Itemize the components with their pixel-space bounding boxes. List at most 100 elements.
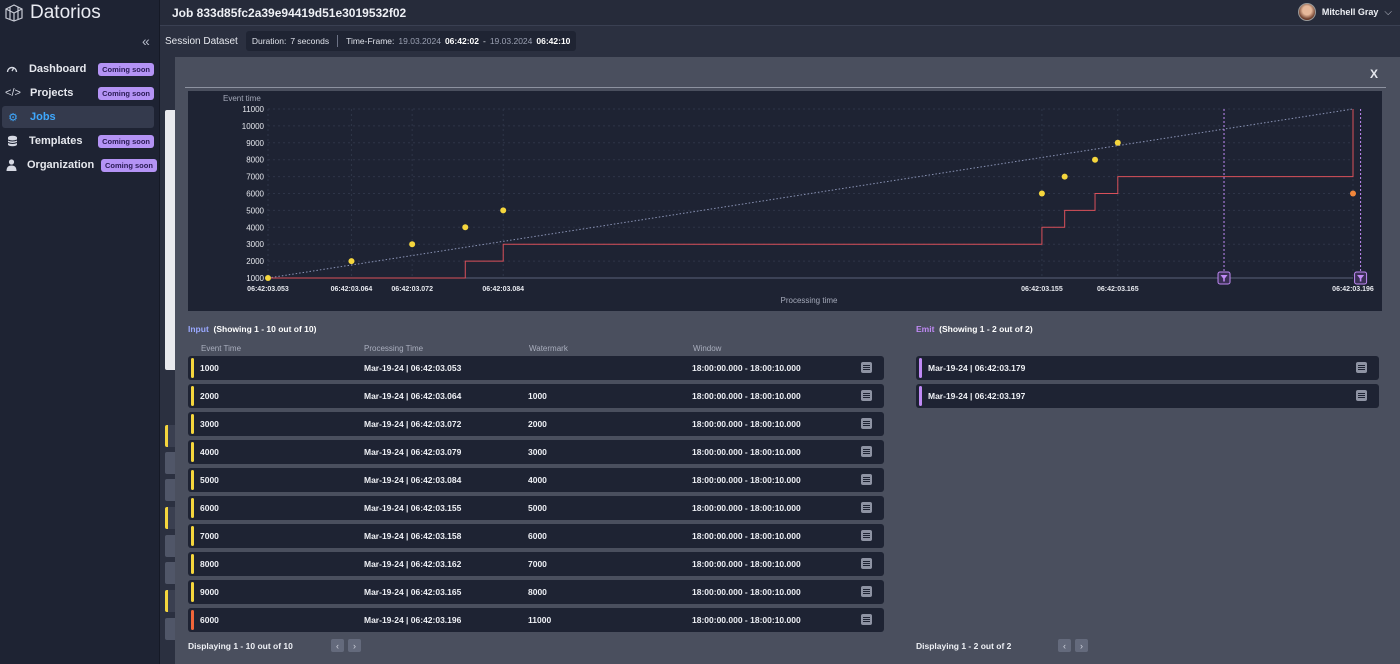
table-row[interactable]: 6000 Mar-19-24 | 06:42:03.155 5000 18:00:00… [188, 496, 884, 520]
table-row[interactable]: 2000 Mar-19-24 | 06:42:03.064 1000 18:00:00… [188, 384, 884, 408]
background-row [165, 507, 177, 529]
data-point [409, 241, 416, 248]
details-icon[interactable] [861, 446, 872, 457]
table-row[interactable]: 7000 Mar-19-24 | 06:42:03.158 6000 18:00:00… [188, 524, 884, 548]
background-row [165, 590, 177, 612]
x-tick-label: 06:42:03.155 [1021, 286, 1063, 293]
chevron-down-icon: ⌵ [1384, 6, 1392, 18]
code-icon: </> [5, 87, 21, 99]
input-title: Input [188, 324, 209, 334]
row-color-indicator [191, 470, 194, 490]
user-menu[interactable]: Mitchell Gray ⌵ [1297, 3, 1392, 21]
details-icon[interactable] [861, 614, 872, 625]
cell-window: 18:00:00.000 - 18:00:10.000 [692, 503, 801, 513]
details-icon[interactable] [861, 362, 872, 373]
sidebar-item-dashboard[interactable]: Dashboard Coming soon [2, 58, 154, 80]
cell-window: 18:00:00.000 - 18:00:10.000 [692, 615, 801, 625]
next-page-button[interactable]: › [1075, 639, 1088, 652]
background-row [165, 452, 177, 474]
cell-window: 18:00:00.000 - 18:00:10.000 [692, 587, 801, 597]
cell-processing: Mar-19-24 | 06:42:03.179 [928, 363, 1026, 373]
table-row[interactable]: 9000 Mar-19-24 | 06:42:03.165 8000 18:00:00… [188, 580, 884, 604]
cell-watermark: 4000 [528, 475, 547, 485]
cell-processing: Mar-19-24 | 06:42:03.162 [364, 559, 462, 569]
cell-event: 2000 [200, 391, 219, 401]
table-row[interactable]: 8000 Mar-19-24 | 06:42:03.162 7000 18:00:00… [188, 552, 884, 576]
details-icon[interactable] [861, 530, 872, 541]
row-color-indicator [191, 526, 194, 546]
data-point [1061, 173, 1068, 180]
background-row [165, 479, 177, 501]
page-title: Job 833d85fc2a39e94419d51e3019532f02 [172, 5, 407, 20]
table-row[interactable]: Mar-19-24 | 06:42:03.197 [916, 384, 1379, 408]
from-date: 19.03.2024 [398, 36, 441, 46]
emit-pagination-label: Displaying 1 - 2 out of 2 [916, 641, 1012, 651]
cell-event: 4000 [200, 447, 219, 457]
cell-processing: Mar-19-24 | 06:42:03.072 [364, 419, 462, 429]
coming-soon-badge: Coming soon [98, 134, 154, 148]
duration-value: 7 seconds [290, 36, 330, 46]
column-header: Event Time [201, 344, 242, 353]
cell-processing: Mar-19-24 | 06:42:03.053 [364, 363, 462, 373]
cell-watermark: 7000 [528, 559, 547, 569]
y-tick-label: 10000 [242, 122, 265, 131]
cell-watermark: 3000 [528, 447, 547, 457]
table-row[interactable]: 1000 Mar-19-24 | 06:42:03.053 18:00:00.000… [188, 356, 884, 380]
prev-page-button[interactable]: ‹ [331, 639, 344, 652]
session-meta: Duration: 7 seconds Time-Frame: 19.03.20… [245, 31, 577, 51]
row-color-indicator [191, 414, 194, 434]
table-row[interactable]: 5000 Mar-19-24 | 06:42:03.084 4000 18:00:00… [188, 468, 884, 492]
cell-processing: Mar-19-24 | 06:42:03.196 [364, 615, 462, 625]
cell-window: 18:00:00.000 - 18:00:10.000 [692, 447, 801, 457]
prev-page-button[interactable]: ‹ [1058, 639, 1071, 652]
chart-svg: Event time Processing time 1000 2000 3000 4… [223, 94, 1374, 305]
y-tick-label: 3000 [246, 240, 264, 249]
coming-soon-badge: Coming soon [98, 62, 154, 76]
row-color-indicator [191, 610, 194, 630]
details-icon[interactable] [861, 502, 872, 513]
table-row[interactable]: Mar-19-24 | 06:42:03.179 [916, 356, 1379, 380]
app-name: Datorios [30, 2, 101, 23]
cell-event: 7000 [200, 531, 219, 541]
x-tick-label: 06:42:03.165 [1097, 286, 1139, 293]
data-point [462, 224, 469, 231]
sidebar-item-projects[interactable]: </> Projects Coming soon [2, 82, 154, 104]
row-color-indicator [191, 498, 194, 518]
reference-diagonal [267, 108, 1354, 279]
details-icon[interactable] [1356, 390, 1367, 401]
column-header: Watermark [529, 344, 568, 353]
datorios-logo-icon [5, 4, 23, 22]
input-pagination-label: Displaying 1 - 10 out of 10 [188, 641, 293, 651]
logo[interactable]: Datorios [0, 0, 159, 26]
sidebar-nav: Dashboard Coming soon </> Projects Comin… [0, 56, 160, 178]
close-button[interactable]: X [1369, 67, 1378, 81]
data-point [500, 207, 507, 214]
table-row[interactable]: 4000 Mar-19-24 | 06:42:03.079 3000 18:00:00… [188, 440, 884, 464]
x-tick-label: 06:42:03.064 [331, 286, 373, 293]
y-tick-label: 7000 [246, 173, 264, 182]
y-axis-label: Event time [223, 94, 261, 103]
sidebar-item-templates[interactable]: Templates Coming soon [2, 130, 154, 152]
table-row[interactable]: 6000 Mar-19-24 | 06:42:03.196 11000 18:00:0… [188, 608, 884, 632]
details-icon[interactable] [861, 390, 872, 401]
background-row [165, 425, 177, 447]
background-row [165, 618, 177, 640]
details-icon[interactable] [861, 418, 872, 429]
input-section-title: Input (Showing 1 - 10 out of 10) [188, 324, 316, 334]
cell-processing: Mar-19-24 | 06:42:03.079 [364, 447, 462, 457]
details-icon[interactable] [861, 474, 872, 485]
details-icon[interactable] [861, 558, 872, 569]
details-icon[interactable] [861, 586, 872, 597]
y-tick-label: 6000 [246, 190, 264, 199]
next-page-button[interactable]: › [348, 639, 361, 652]
double-chevron-left-icon[interactable]: « [142, 33, 150, 49]
x-axis-label: Processing time [781, 296, 838, 305]
table-row[interactable]: 3000 Mar-19-24 | 06:42:03.072 2000 18:00:00… [188, 412, 884, 436]
duration-label: Duration: [251, 36, 287, 46]
cell-processing: Mar-19-24 | 06:42:03.158 [364, 531, 462, 541]
data-point [1114, 139, 1121, 146]
sidebar-item-organization[interactable]: Organization Coming soon [2, 154, 157, 176]
details-icon[interactable] [1356, 362, 1367, 373]
emit-section-title: Emit (Showing 1 - 2 out of 2) [916, 324, 1033, 334]
sidebar-item-jobs[interactable]: ⚙ Jobs [2, 106, 154, 128]
